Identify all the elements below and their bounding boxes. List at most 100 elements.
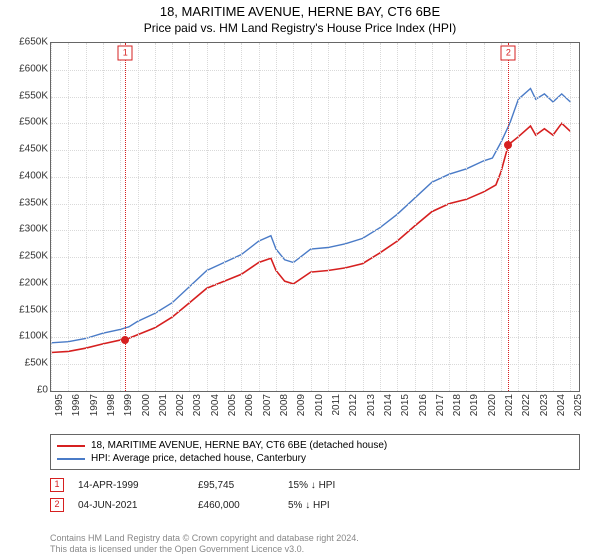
legend-label: HPI: Average price, detached house, Cant… bbox=[91, 453, 306, 464]
transaction-date: 04-JUN-2021 bbox=[64, 500, 198, 511]
footer-line-2: This data is licensed under the Open Gov… bbox=[50, 544, 359, 556]
x-tick-label: 2020 bbox=[487, 394, 498, 416]
gridline-v bbox=[276, 43, 277, 391]
gridline-v bbox=[172, 43, 173, 391]
x-tick-label: 1995 bbox=[54, 394, 65, 416]
gridline-v bbox=[380, 43, 381, 391]
x-tick-label: 2013 bbox=[366, 394, 377, 416]
x-tick-label: 1997 bbox=[89, 394, 100, 416]
x-tick-label: 2008 bbox=[279, 394, 290, 416]
x-tick-label: 2011 bbox=[331, 394, 342, 416]
y-tick-label: £50K bbox=[25, 358, 48, 369]
gridline-v bbox=[363, 43, 364, 391]
gridline-v bbox=[449, 43, 450, 391]
legend-label: 18, MARITIME AVENUE, HERNE BAY, CT6 6BE … bbox=[91, 440, 387, 451]
footer-line-1: Contains HM Land Registry data © Crown c… bbox=[50, 533, 359, 545]
gridline-v bbox=[397, 43, 398, 391]
chart-title: 18, MARITIME AVENUE, HERNE BAY, CT6 6BE bbox=[0, 0, 600, 19]
x-tick-label: 2021 bbox=[504, 394, 515, 416]
x-tick-label: 2015 bbox=[400, 394, 411, 416]
gridline-v bbox=[466, 43, 467, 391]
marker-number-box: 2 bbox=[501, 46, 516, 61]
y-tick-label: £650K bbox=[19, 37, 48, 48]
gridline-h bbox=[51, 177, 579, 178]
y-tick-label: £200K bbox=[19, 277, 48, 288]
gridline-v bbox=[484, 43, 485, 391]
transaction-marker: 1 bbox=[50, 478, 64, 492]
y-tick-label: £400K bbox=[19, 170, 48, 181]
x-tick-label: 2006 bbox=[244, 394, 255, 416]
gridline-v bbox=[536, 43, 537, 391]
gridline-v bbox=[570, 43, 571, 391]
gridline-v bbox=[51, 43, 52, 391]
legend-box: 18, MARITIME AVENUE, HERNE BAY, CT6 6BE … bbox=[50, 434, 580, 470]
gridline-v bbox=[224, 43, 225, 391]
x-tick-label: 1998 bbox=[106, 394, 117, 416]
gridline-h bbox=[51, 97, 579, 98]
y-tick-label: £450K bbox=[19, 144, 48, 155]
gridline-v bbox=[207, 43, 208, 391]
gridline-h bbox=[51, 337, 579, 338]
y-tick-label: £300K bbox=[19, 224, 48, 235]
marker-dot bbox=[121, 336, 129, 344]
y-tick-label: £600K bbox=[19, 63, 48, 74]
gridline-h bbox=[51, 257, 579, 258]
marker-dot bbox=[504, 141, 512, 149]
x-tick-label: 2012 bbox=[348, 394, 359, 416]
gridline-v bbox=[415, 43, 416, 391]
gridline-h bbox=[51, 364, 579, 365]
transaction-row: 114-APR-1999£95,74515% ↓ HPI bbox=[50, 478, 580, 492]
gridline-h bbox=[51, 70, 579, 71]
x-tick-label: 1999 bbox=[123, 394, 134, 416]
gridline-h bbox=[51, 204, 579, 205]
transaction-date: 14-APR-1999 bbox=[64, 480, 198, 491]
gridline-v bbox=[86, 43, 87, 391]
y-tick-label: £250K bbox=[19, 251, 48, 262]
legend-swatch bbox=[57, 445, 85, 447]
y-tick-label: £500K bbox=[19, 117, 48, 128]
transaction-price: £460,000 bbox=[198, 500, 288, 511]
gridline-v bbox=[241, 43, 242, 391]
x-tick-label: 2002 bbox=[175, 394, 186, 416]
gridline-v bbox=[328, 43, 329, 391]
x-tick-label: 2022 bbox=[521, 394, 532, 416]
y-tick-label: £150K bbox=[19, 304, 48, 315]
gridline-v bbox=[68, 43, 69, 391]
legend-item: HPI: Average price, detached house, Cant… bbox=[57, 452, 573, 465]
gridline-v bbox=[189, 43, 190, 391]
x-tick-label: 2017 bbox=[435, 394, 446, 416]
chart-plot-area: 12 bbox=[50, 42, 580, 392]
gridline-h bbox=[51, 150, 579, 151]
gridline-v bbox=[311, 43, 312, 391]
transaction-marker: 2 bbox=[50, 498, 64, 512]
x-tick-label: 2010 bbox=[314, 394, 325, 416]
transaction-delta: 15% ↓ HPI bbox=[288, 480, 335, 491]
x-tick-label: 2001 bbox=[158, 394, 169, 416]
chart-subtitle: Price paid vs. HM Land Registry's House … bbox=[0, 19, 600, 37]
x-tick-label: 2025 bbox=[573, 394, 584, 416]
gridline-v bbox=[155, 43, 156, 391]
gridline-v bbox=[345, 43, 346, 391]
footer-attribution: Contains HM Land Registry data © Crown c… bbox=[50, 533, 359, 556]
gridline-v bbox=[259, 43, 260, 391]
y-tick-label: £0 bbox=[37, 385, 48, 396]
gridline-h bbox=[51, 123, 579, 124]
x-tick-label: 2018 bbox=[452, 394, 463, 416]
x-tick-label: 2000 bbox=[141, 394, 152, 416]
x-tick-label: 2007 bbox=[262, 394, 273, 416]
x-tick-label: 2024 bbox=[556, 394, 567, 416]
gridline-v bbox=[293, 43, 294, 391]
transaction-price: £95,745 bbox=[198, 480, 288, 491]
gridline-v bbox=[103, 43, 104, 391]
gridline-h bbox=[51, 311, 579, 312]
marker-vline bbox=[508, 43, 509, 391]
x-tick-label: 2009 bbox=[296, 394, 307, 416]
x-tick-label: 2019 bbox=[469, 394, 480, 416]
x-tick-label: 2003 bbox=[192, 394, 203, 416]
x-tick-label: 1996 bbox=[71, 394, 82, 416]
x-tick-label: 2005 bbox=[227, 394, 238, 416]
transaction-delta: 5% ↓ HPI bbox=[288, 500, 330, 511]
gridline-v bbox=[553, 43, 554, 391]
legend-swatch bbox=[57, 458, 85, 460]
x-tick-label: 2023 bbox=[539, 394, 550, 416]
